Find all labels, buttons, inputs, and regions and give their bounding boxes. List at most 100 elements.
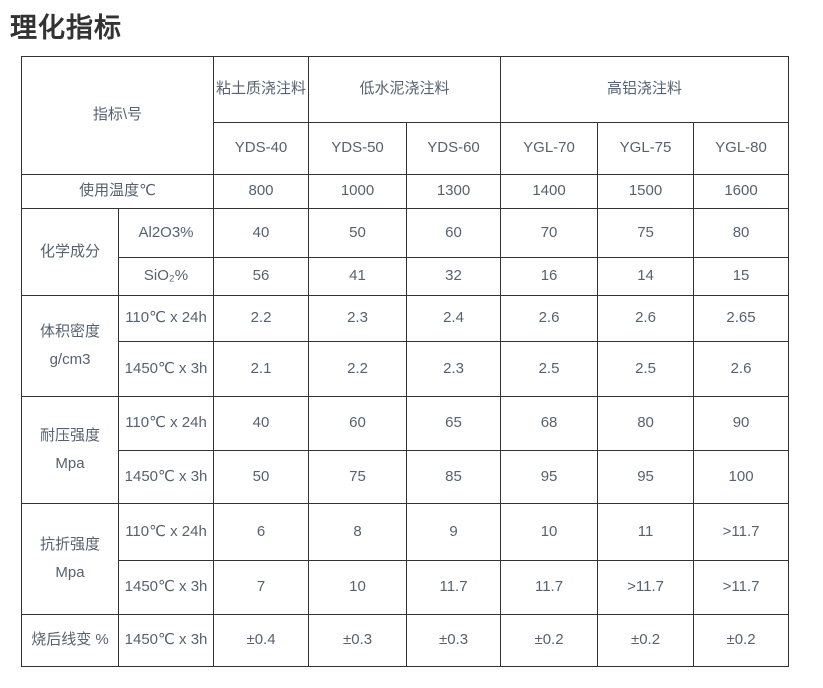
value-cell: 50: [308, 208, 408, 258]
row-group-label: 烧后线变 %: [21, 614, 119, 667]
value-cell: 60: [406, 208, 502, 258]
model-header: YGL-75: [597, 122, 695, 175]
condition-label: 1450℃ x 3h: [117, 450, 215, 504]
value-cell: 41: [308, 257, 408, 296]
value-cell: 14: [597, 257, 695, 296]
value-cell: 60: [308, 396, 408, 451]
value-cell: 800: [213, 174, 310, 209]
material-group-header-low-cement: 低水泥浇注料: [308, 56, 502, 123]
value-cell: 100: [693, 450, 790, 504]
value-cell: ±0.2: [500, 614, 599, 667]
value-cell: ±0.2: [693, 614, 790, 667]
row-group-label: 体积密度 g/cm3: [21, 295, 119, 397]
value-cell: 50: [213, 450, 310, 504]
table-row-flexural-1450: 1450℃ x 3h 7 10 11.7 11.7 >11.7 >11.7: [22, 560, 790, 615]
value-cell: 95: [500, 450, 599, 504]
model-header: YGL-80: [693, 122, 790, 175]
value-cell: 15: [693, 257, 790, 296]
corner-cell: 指标\号: [20, 56, 215, 175]
value-cell: 56: [213, 257, 310, 296]
condition-label: 1450℃ x 3h: [117, 560, 215, 615]
value-cell: 2.4: [406, 295, 502, 342]
value-cell: ±0.4: [213, 614, 310, 667]
table-row-compressive-110: 耐压强度 Mpa 110℃ x 24h 40 60 65 68 80 90: [21, 396, 790, 504]
row-label: 使用温度℃: [20, 174, 215, 209]
table-row-flexural-110: 抗折强度 Mpa 110℃ x 24h 6 8 9 10 11 >11.7: [21, 503, 790, 615]
condition-label: 1450℃ x 3h: [117, 614, 215, 667]
table-row-density-1450: 1450℃ x 3h 2.1 2.2 2.3 2.5 2.5 2.6: [22, 341, 790, 397]
material-group-header-clay: 粘土质浇注料: [213, 56, 310, 123]
value-cell: 1400: [500, 174, 599, 209]
value-cell: 65: [406, 396, 502, 451]
table-row-compressive-1450: 1450℃ x 3h 50 75 85 95 95 100: [22, 450, 790, 504]
table-row-sio2: SiO₂% 56 41 32 16 14 15: [22, 257, 790, 296]
value-cell: 70: [500, 208, 599, 258]
value-cell: 90: [693, 396, 790, 451]
model-header: YGL-70: [500, 122, 599, 175]
value-cell: 75: [308, 450, 408, 504]
value-cell: 9: [406, 503, 502, 561]
value-cell: 10: [500, 503, 599, 561]
condition-label: SiO₂%: [117, 257, 215, 296]
value-cell: 11: [597, 503, 695, 561]
value-cell: 85: [406, 450, 502, 504]
value-cell: 8: [308, 503, 408, 561]
value-cell: 32: [406, 257, 502, 296]
value-cell: 40: [213, 396, 310, 451]
row-group-label: 化学成分: [21, 208, 119, 296]
value-cell: 2.3: [308, 295, 408, 342]
row-group-label: 耐压强度 Mpa: [21, 396, 119, 504]
model-header: YDS-50: [308, 122, 408, 175]
value-cell: ±0.2: [597, 614, 695, 667]
value-cell: 2.2: [308, 341, 408, 397]
value-cell: 2.6: [597, 295, 695, 342]
table-row-al2o3: 化学成分 Al2O3% 40 50 60 70 75 80: [21, 208, 790, 296]
value-cell: ±0.3: [308, 614, 408, 667]
condition-label: 110℃ x 24h: [117, 295, 215, 342]
value-cell: 10: [308, 560, 408, 615]
value-cell: >11.7: [597, 560, 695, 615]
condition-label: 110℃ x 24h: [117, 396, 215, 451]
value-cell: 1600: [693, 174, 790, 209]
value-cell: 2.65: [693, 295, 790, 342]
value-cell: 16: [500, 257, 599, 296]
value-cell: 6: [213, 503, 310, 561]
condition-label: Al2O3%: [117, 208, 215, 258]
value-cell: 80: [693, 208, 790, 258]
value-cell: ±0.3: [406, 614, 502, 667]
material-group-header-high-alumina: 高铝浇注料: [500, 56, 790, 123]
value-cell: 68: [500, 396, 599, 451]
condition-label: 110℃ x 24h: [117, 503, 215, 561]
value-cell: 75: [597, 208, 695, 258]
value-cell: 2.3: [406, 341, 502, 397]
value-cell: 1300: [406, 174, 502, 209]
table-row-linear-change: 烧后线变 % 1450℃ x 3h ±0.4 ±0.3 ±0.3 ±0.2 ±0…: [21, 614, 790, 667]
value-cell: 2.6: [500, 295, 599, 342]
value-cell: 2.5: [597, 341, 695, 397]
header-row-groups: 指标\号 粘土质浇注料 低水泥浇注料 高铝浇注料: [20, 56, 790, 175]
model-header: YDS-60: [406, 122, 502, 175]
model-header: YDS-40: [213, 122, 310, 175]
value-cell: 2.5: [500, 341, 599, 397]
value-cell: 11.7: [500, 560, 599, 615]
value-cell: 2.6: [693, 341, 790, 397]
value-cell: >11.7: [693, 560, 790, 615]
value-cell: >11.7: [693, 503, 790, 561]
page-title: 理化指标: [10, 13, 122, 43]
value-cell: 2.1: [213, 341, 310, 397]
value-cell: 2.2: [213, 295, 310, 342]
value-cell: 95: [597, 450, 695, 504]
header-row-models: YDS-40 YDS-50 YDS-60 YGL-70 YGL-75 YGL-8…: [22, 122, 790, 175]
condition-label: 1450℃ x 3h: [117, 341, 215, 397]
value-cell: 1000: [308, 174, 408, 209]
table-row-service-temp: 使用温度℃ 800 1000 1300 1400 1500 1600: [20, 174, 790, 209]
table-row-density-110: 体积密度 g/cm3 110℃ x 24h 2.2 2.3 2.4 2.6 2.…: [21, 295, 790, 397]
value-cell: 80: [597, 396, 695, 451]
value-cell: 11.7: [406, 560, 502, 615]
value-cell: 40: [213, 208, 310, 258]
value-cell: 1500: [597, 174, 695, 209]
value-cell: 7: [213, 560, 310, 615]
row-group-label: 抗折强度 Mpa: [21, 503, 119, 615]
physical-chemical-spec-table: 指标\号 粘土质浇注料 低水泥浇注料 高铝浇注料 YDS-40 YDS-50 Y…: [20, 56, 790, 667]
